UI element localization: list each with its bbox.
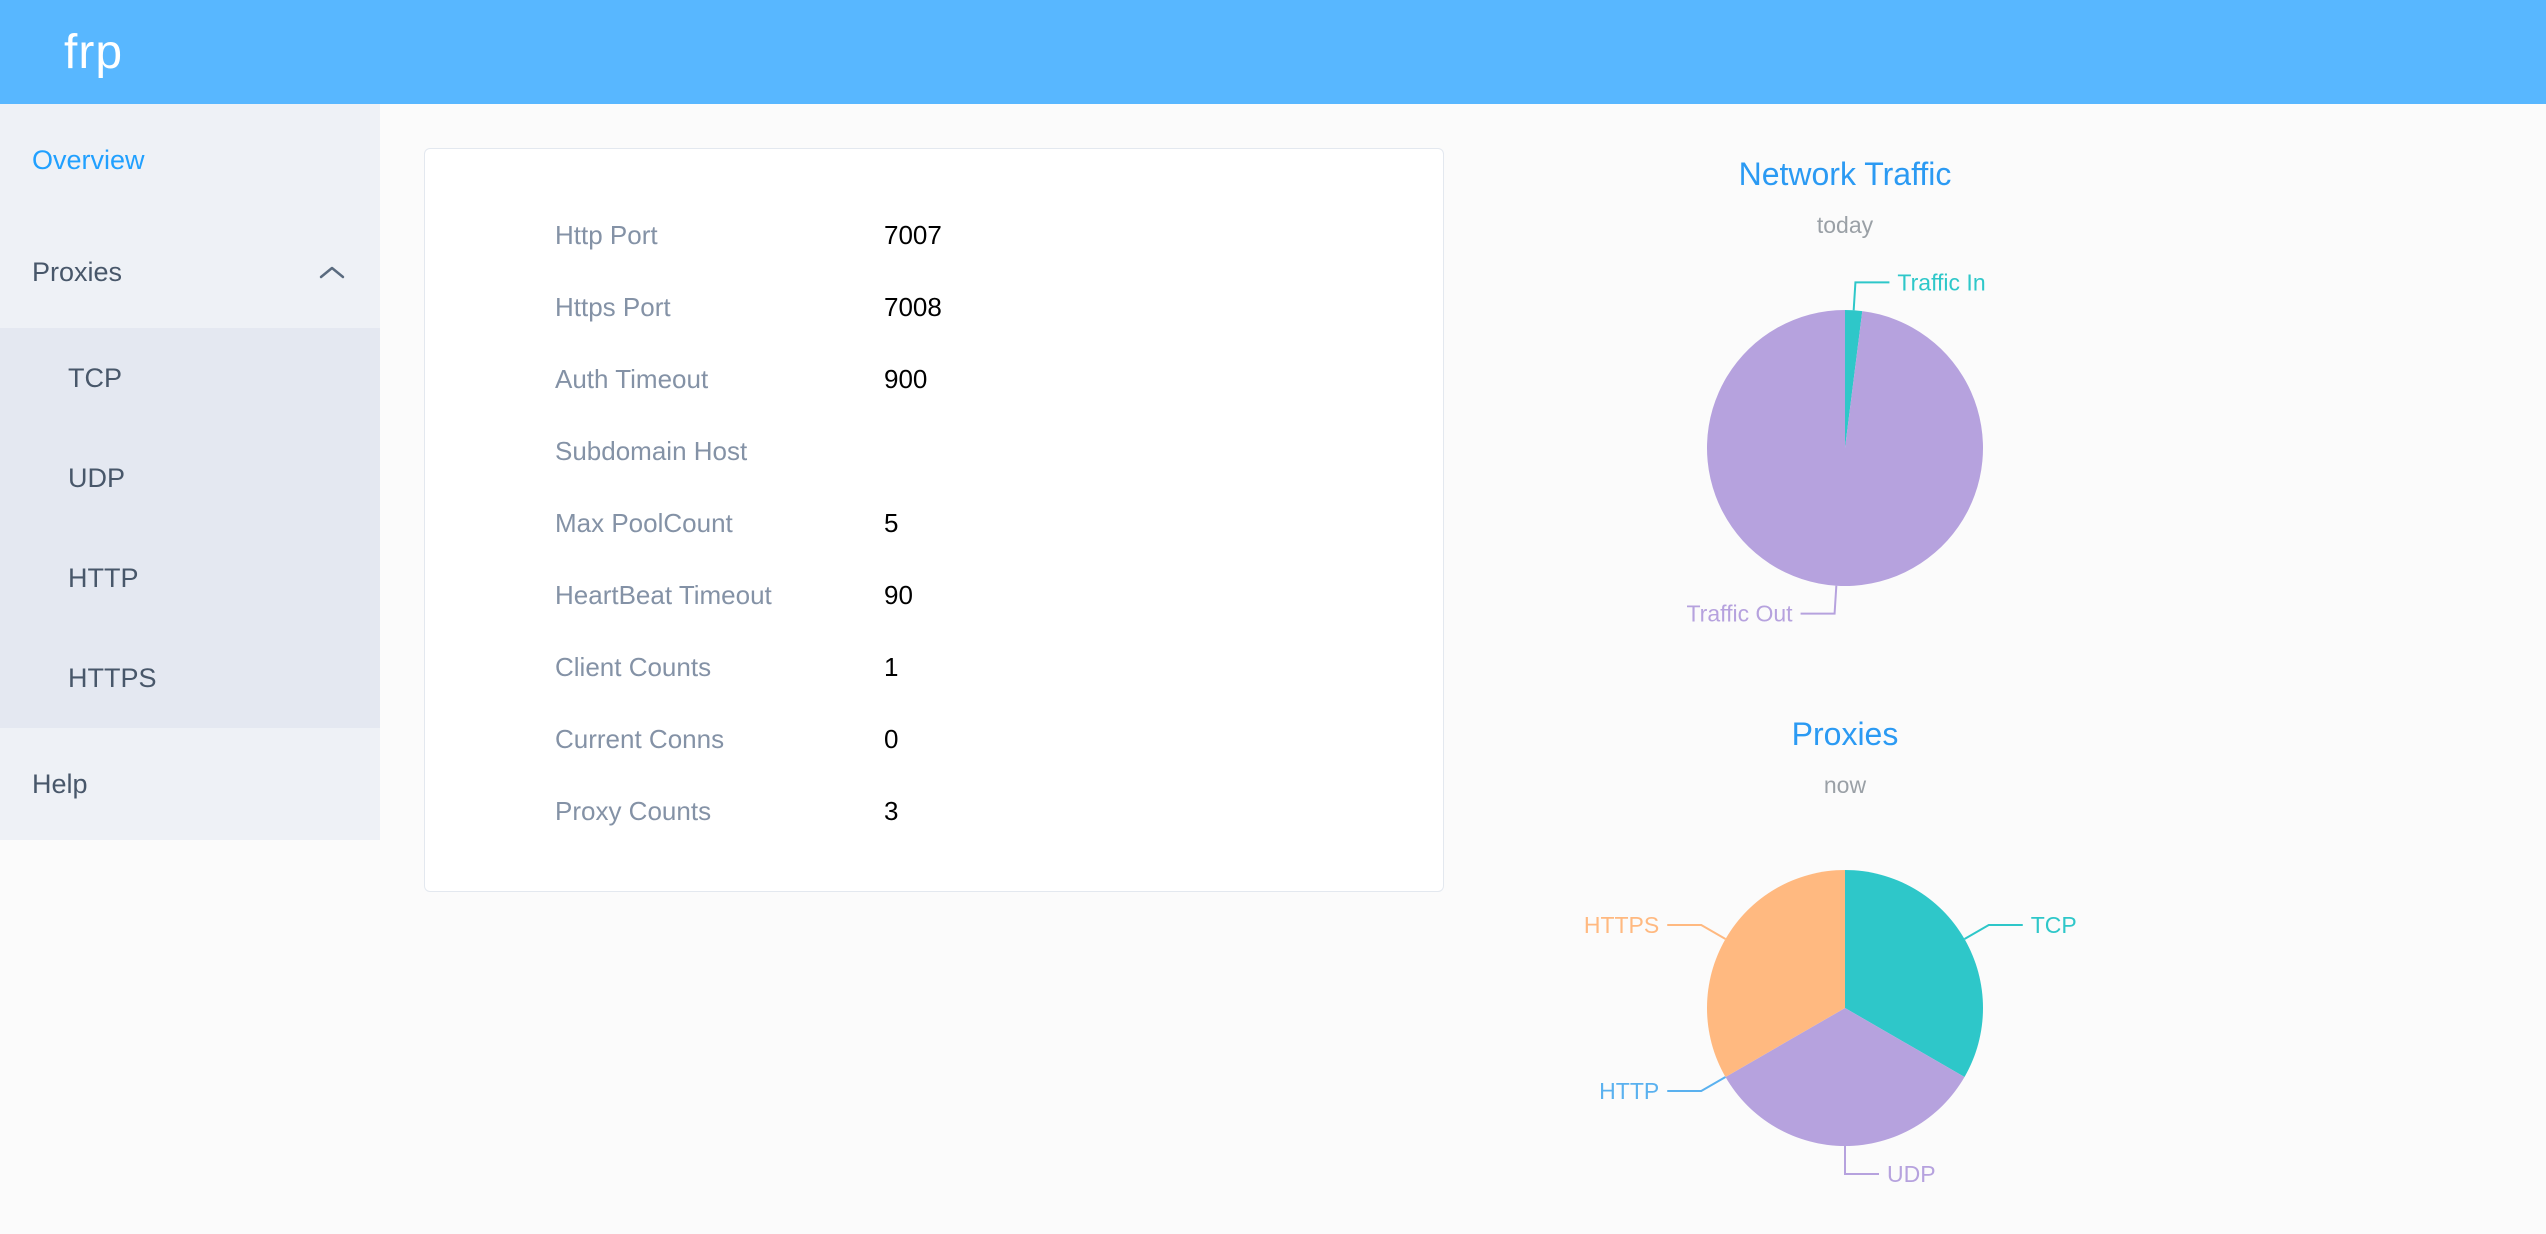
config-row: Proxy Counts 3	[425, 775, 1443, 847]
config-value: 7008	[884, 291, 942, 322]
config-row: Client Counts 1	[425, 631, 1443, 703]
config-row: Current Conns 0	[425, 703, 1443, 775]
proxies-chart: Proxies now TCP UDP HTTP HTTPS	[1465, 712, 2225, 1208]
proxies-subtitle: now	[1823, 772, 1867, 798]
config-value: 0	[884, 723, 899, 754]
sidebar-item-udp[interactable]: UDP	[0, 428, 380, 528]
pie-slice-tcp[interactable]	[1845, 870, 1983, 1077]
sidebar-item-overview-label: Overview	[32, 144, 145, 175]
header-bar: frp	[0, 0, 2546, 104]
pie-label-line-traffic-out	[1800, 585, 1838, 615]
pie-slice-https[interactable]	[1707, 870, 1845, 1077]
pie-slice-traffic-out[interactable]	[1707, 310, 1983, 586]
pie-label-traffic-out: Traffic Out	[1686, 601, 1793, 627]
sidebar-item-help[interactable]: Help	[0, 728, 380, 840]
sidebar-item-overview[interactable]: Overview	[0, 104, 380, 216]
app-logo: frp	[64, 25, 124, 79]
config-value: 900	[884, 363, 928, 394]
pie-label-http: HTTP	[1599, 1078, 1659, 1104]
sidebar: Overview Proxies TCP UDP HTTP HTTPS Help	[0, 104, 380, 840]
network-traffic-subtitle: today	[1816, 212, 1874, 238]
config-row: Subdomain Host	[425, 415, 1443, 487]
sidebar-item-tcp[interactable]: TCP	[0, 328, 380, 428]
sidebar-item-udp-label: UDP	[68, 462, 126, 493]
sidebar-item-https[interactable]: HTTPS	[0, 628, 380, 728]
config-value: 90	[884, 579, 913, 610]
config-label: Http Port	[555, 219, 658, 250]
proxies-title: Proxies	[1791, 716, 1899, 752]
pie-label-line-udp	[1844, 1146, 1879, 1175]
network-traffic-title: Network Traffic	[1738, 156, 1952, 192]
sidebar-item-help-label: Help	[32, 768, 88, 799]
server-info-card: Http Port 7007 Https Port 7008 Auth Time…	[424, 148, 1444, 892]
config-row: Https Port 7008	[425, 271, 1443, 343]
sidebar-item-tcp-label: TCP	[68, 362, 122, 393]
pie-label-line-http	[1667, 1076, 1726, 1092]
pie-label-line-traffic-in	[1852, 281, 1890, 311]
chevron-up-icon	[318, 257, 346, 288]
config-value: 3	[884, 795, 899, 826]
network-traffic-pie: Traffic In Traffic Out	[1686, 269, 1985, 627]
pie-slice-traffic-in[interactable]	[1845, 310, 1863, 448]
config-row: Http Port 7007	[425, 199, 1443, 271]
config-label: Subdomain Host	[555, 435, 748, 466]
sidebar-item-proxies-label: Proxies	[32, 256, 123, 287]
config-label: HeartBeat Timeout	[555, 579, 772, 610]
pie-slice-udp[interactable]	[1725, 1008, 1965, 1146]
config-label: Max PoolCount	[555, 507, 733, 538]
pie-label-line-https	[1667, 924, 1726, 940]
network-traffic-chart: Network Traffic today Traffic In Traffic …	[1465, 152, 2225, 648]
config-label: Proxy Counts	[555, 795, 712, 826]
config-label: Current Conns	[555, 723, 725, 754]
sidebar-item-http[interactable]: HTTP	[0, 528, 380, 628]
pie-label-line-tcp	[1964, 924, 2023, 940]
config-label: Https Port	[555, 291, 671, 322]
config-value: 5	[884, 507, 899, 538]
config-value: 1	[884, 651, 899, 682]
sidebar-item-proxies[interactable]: Proxies	[0, 216, 380, 328]
proxies-pie: TCP UDP HTTP HTTPS	[1584, 870, 2077, 1187]
sidebar-item-https-label: HTTPS	[68, 662, 157, 693]
config-row: Max PoolCount 5	[425, 487, 1443, 559]
pie-label-tcp: TCP	[2031, 912, 2077, 938]
config-value: 7007	[884, 219, 942, 250]
pie-label-traffic-in: Traffic In	[1897, 269, 1985, 295]
config-label: Client Counts	[555, 651, 712, 682]
pie-label-udp: UDP	[1887, 1161, 1936, 1187]
config-row: HeartBeat Timeout 90	[425, 559, 1443, 631]
config-label: Auth Timeout	[555, 363, 709, 394]
config-row: Auth Timeout 900	[425, 343, 1443, 415]
proxies-submenu: TCP UDP HTTP HTTPS	[0, 328, 380, 728]
pie-label-https: HTTPS	[1584, 912, 1659, 938]
sidebar-item-http-label: HTTP	[68, 562, 139, 593]
